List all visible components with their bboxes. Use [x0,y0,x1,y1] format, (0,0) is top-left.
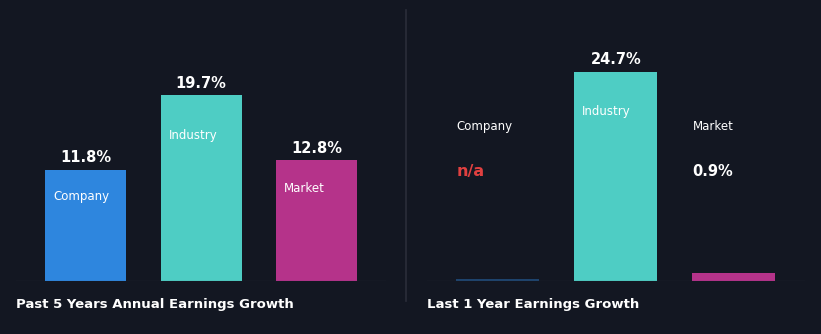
Bar [45,170,126,281]
Text: 11.8%: 11.8% [60,150,112,165]
Text: Market: Market [284,182,325,195]
Text: Market: Market [692,120,733,133]
Bar [161,95,241,281]
Text: Company: Company [53,190,109,203]
Text: 0.9%: 0.9% [692,164,733,179]
Bar [575,71,657,281]
Text: Past 5 Years Annual Earnings Growth: Past 5 Years Annual Earnings Growth [16,298,294,311]
Bar [456,279,539,281]
Bar [276,160,357,281]
Bar [692,273,775,281]
Text: 19.7%: 19.7% [176,76,227,91]
Text: Industry: Industry [581,105,631,118]
Text: 12.8%: 12.8% [291,141,342,156]
Text: Company: Company [456,120,512,133]
Text: 24.7%: 24.7% [590,52,641,67]
Text: n/a: n/a [456,164,484,179]
Text: Industry: Industry [169,129,218,142]
Text: Last 1 Year Earnings Growth: Last 1 Year Earnings Growth [427,298,640,311]
